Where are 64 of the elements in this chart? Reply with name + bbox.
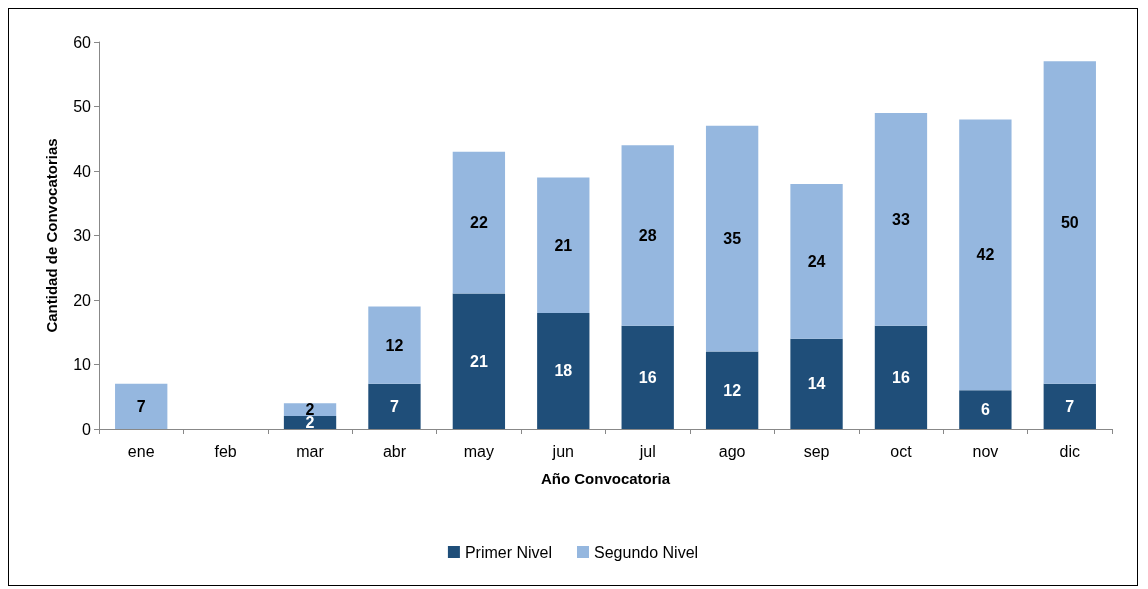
- bar: [537, 312, 590, 429]
- data-label: 12: [723, 381, 742, 399]
- bar: [283, 416, 337, 429]
- bar: [621, 325, 674, 429]
- data-label: 42: [976, 246, 995, 264]
- x-tick-label: abr: [382, 442, 407, 460]
- data-label: 16: [638, 368, 657, 386]
- bar: [283, 403, 337, 417]
- y-tick-label: 50: [73, 98, 92, 115]
- y-tick-label: 10: [73, 356, 92, 373]
- bar: [537, 177, 590, 313]
- data-label: 16: [892, 368, 910, 386]
- y-tick-label: 40: [73, 162, 92, 180]
- data-label: 28: [638, 227, 657, 244]
- bar: [705, 125, 759, 352]
- y-tick-label: 20: [73, 291, 92, 309]
- data-label: 24: [807, 252, 826, 270]
- data-label: 18: [554, 362, 573, 380]
- bar: [1043, 383, 1096, 429]
- x-tick-label: jul: [638, 442, 656, 460]
- x-tick-label: dic: [1059, 442, 1081, 460]
- x-tick-label: jun: [551, 442, 574, 460]
- bar: [368, 383, 421, 429]
- x-tick-label: nov: [972, 442, 999, 460]
- data-label: 35: [723, 230, 742, 248]
- y-axis-title: Cantidad de Convocatorias: [43, 138, 60, 333]
- bar: [705, 351, 759, 429]
- bar: [621, 145, 674, 326]
- x-tick-label: feb: [214, 442, 237, 460]
- data-label: 6: [980, 401, 990, 419]
- x-axis-title: Año Convocatoria: [540, 470, 671, 487]
- x-tick-label: may: [463, 442, 494, 460]
- data-label: 22: [469, 214, 488, 232]
- bar: [790, 338, 843, 429]
- bar: [452, 293, 506, 429]
- bar: [368, 306, 421, 384]
- x-tick-label: sep: [803, 442, 830, 460]
- legend-label: Segundo Nivel: [594, 543, 699, 561]
- data-label: 7: [136, 397, 146, 415]
- y-tick-label: 30: [73, 227, 92, 244]
- y-tick-label: 0: [82, 420, 92, 438]
- x-tick-label: ene: [127, 442, 155, 460]
- bar: [790, 183, 843, 339]
- data-label: 7: [390, 397, 400, 415]
- data-label: 33: [892, 210, 910, 228]
- bar: [874, 325, 928, 429]
- bar: [959, 390, 1012, 429]
- data-label: 2: [305, 414, 315, 432]
- y-tick-label: 60: [73, 33, 92, 51]
- bar: [115, 383, 168, 429]
- data-label: 7: [1065, 397, 1075, 415]
- x-tick-label: oct: [890, 442, 913, 460]
- data-label: 12: [385, 336, 404, 354]
- bar: [1043, 61, 1096, 384]
- bar: [452, 151, 506, 294]
- data-label: 50: [1060, 214, 1079, 232]
- bar: [959, 119, 1012, 391]
- x-tick-label: mar: [296, 442, 325, 460]
- legend-label: Primer Nivel: [464, 543, 553, 561]
- data-label: 21: [554, 236, 573, 254]
- x-tick-label: ago: [718, 442, 746, 460]
- bar: [874, 112, 928, 326]
- data-label: 21: [469, 352, 488, 370]
- data-label: 14: [807, 375, 826, 393]
